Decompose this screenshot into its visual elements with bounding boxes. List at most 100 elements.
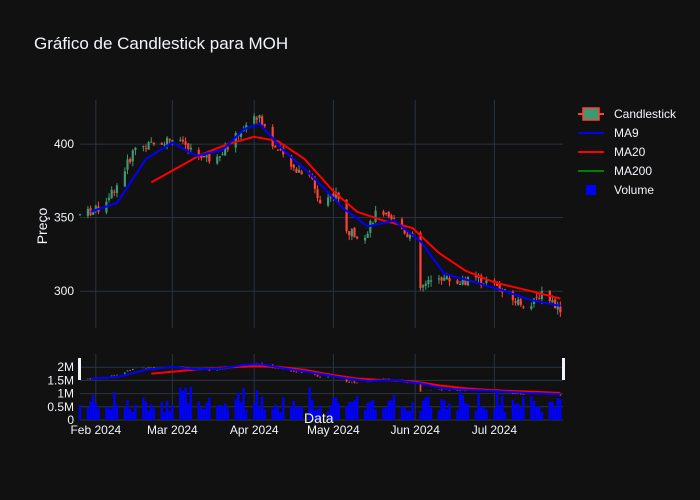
candle-body: [443, 277, 446, 281]
candle-body: [551, 300, 554, 303]
candle-body: [437, 278, 441, 280]
candle-body: [126, 159, 129, 170]
candle-body: [110, 189, 113, 199]
legend-item-candlestick[interactable]: Candlestick: [578, 104, 676, 123]
volume-bar: [387, 400, 391, 420]
volume-bar: [208, 397, 211, 420]
legend-label-ma9: MA9: [614, 125, 639, 140]
volume-bar: [115, 404, 119, 420]
legend-item-ma9[interactable]: MA9: [578, 123, 676, 142]
volume-bar: [105, 406, 108, 420]
candle-body: [369, 221, 372, 233]
candle-body: [129, 159, 132, 163]
candle-body: [559, 306, 562, 313]
volume-bar: [511, 400, 515, 420]
candle-body: [216, 156, 219, 164]
legend-label-ma20: MA20: [614, 144, 646, 159]
candle-body: [218, 156, 221, 158]
volume-bar: [530, 396, 533, 420]
candle-body: [334, 192, 338, 198]
legend-item-volume[interactable]: Volume: [578, 180, 676, 199]
volume-bar: [559, 398, 562, 420]
candle-body: [511, 291, 514, 301]
volume-bar: [345, 406, 348, 420]
candle-body: [86, 208, 90, 217]
volume-bar: [419, 411, 422, 420]
volume-bar: [289, 406, 293, 420]
ma20-legend-icon: [578, 145, 604, 159]
candle-body: [295, 168, 298, 173]
volume-bar: [226, 408, 230, 420]
volume-bar: [242, 388, 245, 420]
volume-y-tick-label: 2M: [57, 360, 74, 374]
legend-item-ma200[interactable]: MA200: [578, 161, 676, 180]
main-y-tick-label: 300: [54, 284, 74, 298]
candle-body: [385, 212, 388, 215]
candle-body: [226, 147, 229, 150]
volume-bar: [221, 405, 224, 420]
volume-bar: [466, 403, 470, 420]
candle-body: [363, 237, 367, 241]
candle-body: [530, 306, 533, 310]
volume-bar: [168, 410, 171, 420]
legend-item-ma20[interactable]: MA20: [578, 142, 676, 161]
volume-bar: [239, 402, 243, 420]
volume-bar: [260, 396, 264, 420]
x-axis-label: Data: [304, 410, 334, 426]
volume-bar: [89, 401, 92, 420]
candle-body: [163, 144, 166, 146]
volume-bar: [408, 410, 412, 420]
candle-body: [387, 211, 390, 217]
candle-body: [514, 301, 517, 303]
volume-bar: [160, 402, 164, 420]
candle-body: [202, 155, 206, 157]
candle-body: [179, 139, 182, 141]
volume-bar: [292, 400, 295, 420]
volume-bar: [237, 392, 240, 420]
moving-average-lines: [90, 122, 561, 307]
candle-body: [474, 275, 478, 278]
candle-body: [92, 210, 95, 215]
volume-bar: [519, 407, 522, 420]
volume-bar: [234, 399, 237, 420]
candle-body: [221, 153, 224, 155]
volume-bar: [216, 405, 219, 420]
volume-bar: [421, 400, 425, 420]
candle-body: [131, 150, 134, 162]
candle-body: [540, 291, 543, 300]
candle-body: [253, 116, 256, 124]
volume-bar: [495, 390, 499, 420]
candle-body: [258, 115, 261, 119]
volume-bar: [390, 400, 393, 420]
candle-body: [123, 171, 126, 187]
candle-body: [522, 306, 525, 308]
volume-bar: [150, 404, 153, 420]
candle-body: [374, 210, 377, 222]
volume-bar: [263, 409, 266, 420]
volume-bar: [334, 398, 338, 420]
candle-body: [408, 234, 412, 239]
volume-bar: [332, 397, 335, 420]
candle-body: [113, 191, 116, 193]
volume-bar: [443, 400, 446, 420]
volume-bar: [152, 408, 156, 420]
range-handle-right: [562, 358, 565, 380]
volume-bar: [445, 408, 449, 420]
candle-body: [94, 205, 97, 211]
volume-bar: [308, 387, 311, 420]
candle-body: [448, 277, 451, 282]
volume-bar: [493, 409, 496, 420]
candle-body: [239, 131, 243, 137]
volume-bar: [131, 411, 134, 420]
x-tick-label: May 2024: [307, 423, 360, 437]
volume-bar: [189, 386, 193, 420]
volume-bar: [556, 398, 559, 420]
volume-y-tick-label: 1M: [57, 387, 74, 401]
volume-bar: [553, 407, 557, 420]
candle-body: [316, 189, 319, 199]
volume-bar: [461, 395, 464, 420]
volume-legend-icon: [578, 183, 604, 197]
volume-panel-overlay: [78, 358, 565, 396]
